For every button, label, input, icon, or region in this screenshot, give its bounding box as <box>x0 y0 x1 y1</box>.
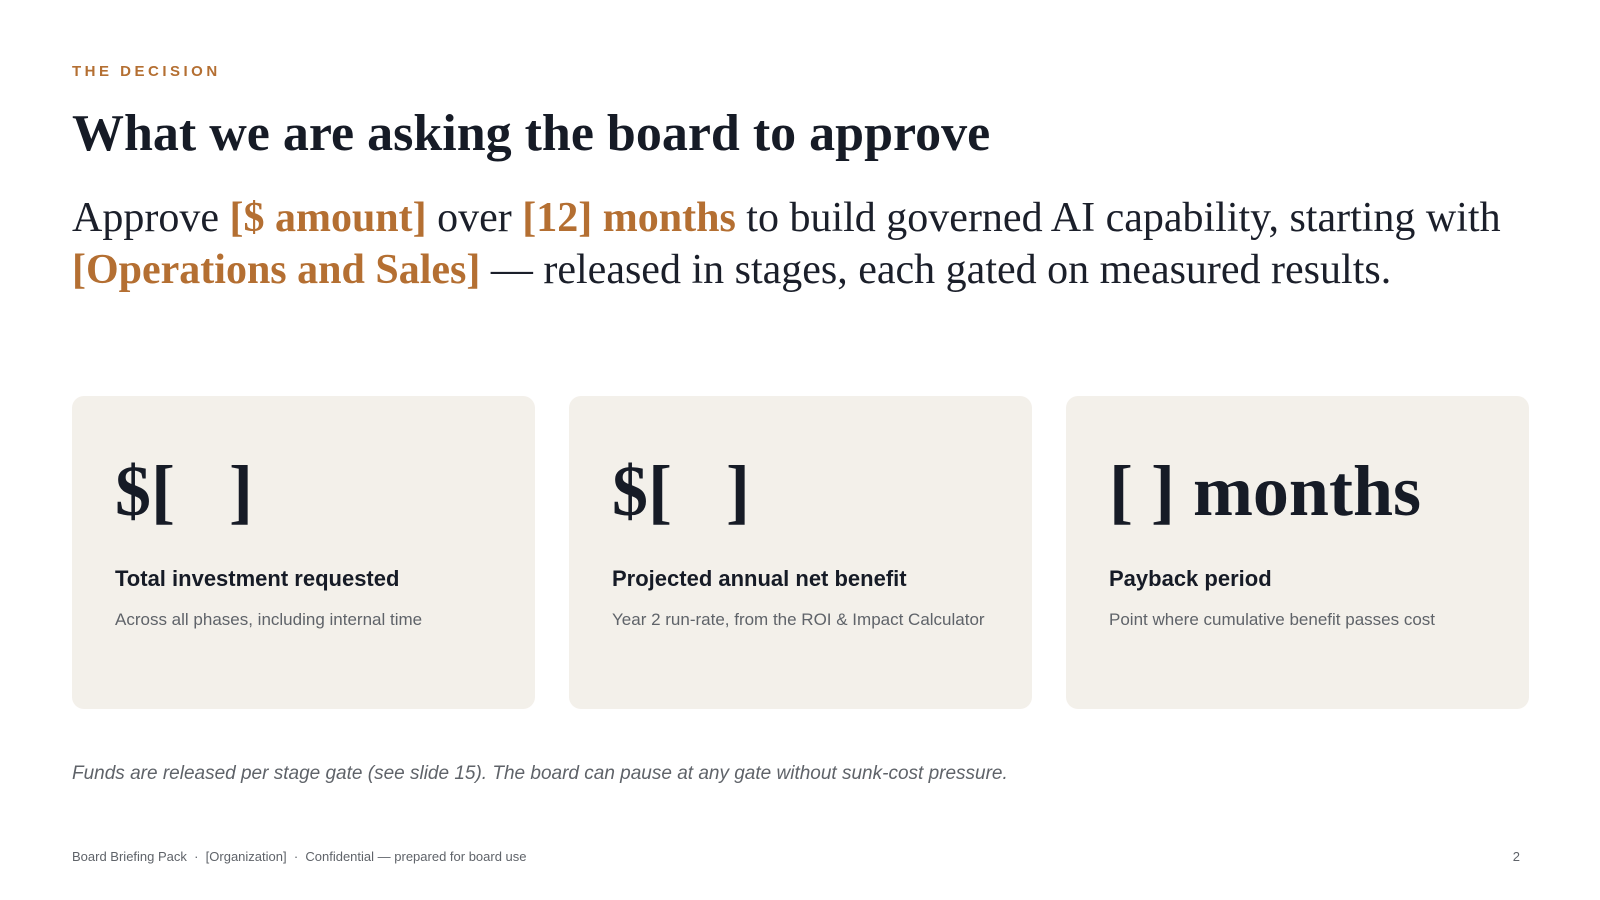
eyebrow: THE DECISION <box>72 63 221 80</box>
metric-card: $[ ] Total investment requested Across all… <box>72 396 535 709</box>
lead-text: Approve <box>72 195 230 241</box>
metric-detail: Year 2 run-rate, from the ROI & Impact C… <box>612 610 985 629</box>
lead-text: over <box>426 195 523 241</box>
page-number: 2 <box>1512 849 1520 864</box>
metric-value: $[ ] <box>612 451 750 531</box>
metric-value: [ ] months <box>1109 451 1422 531</box>
lead-highlight: [Operations and Sales] <box>72 247 481 293</box>
footer-text: Board Briefing Pack · [Organization] · C… <box>72 849 527 864</box>
metric-label: Payback period <box>1109 566 1272 591</box>
metric-card: [ ] months Payback period Point where cumu… <box>1066 396 1529 709</box>
cards: $[ ] Total investment requested Across all… <box>72 396 1529 709</box>
metric-label: Projected annual net benefit <box>612 566 907 591</box>
metric-label: Total investment requested <box>115 566 400 591</box>
lead-highlight: [12] months <box>522 195 736 241</box>
lead: Approve [$ amount] over [12] months to b… <box>72 192 1512 296</box>
lead-text: — released in stages, each gated on meas… <box>480 247 1392 293</box>
metric-detail: Across all phases, including internal ti… <box>115 610 423 629</box>
note: Funds are released per stage gate (see s… <box>72 763 1008 784</box>
lead-text: to build governed AI capability, startin… <box>735 195 1501 241</box>
slide-title: What we are asking the board to approve <box>72 105 991 162</box>
metric-detail: Point where cumulative benefit passes co… <box>1109 610 1436 629</box>
metric-card: $[ ] Projected annual net benefit Year 2 r… <box>569 396 1032 709</box>
lead-highlight: [$ amount] <box>229 195 427 241</box>
metric-value: $[ ] <box>115 451 253 531</box>
